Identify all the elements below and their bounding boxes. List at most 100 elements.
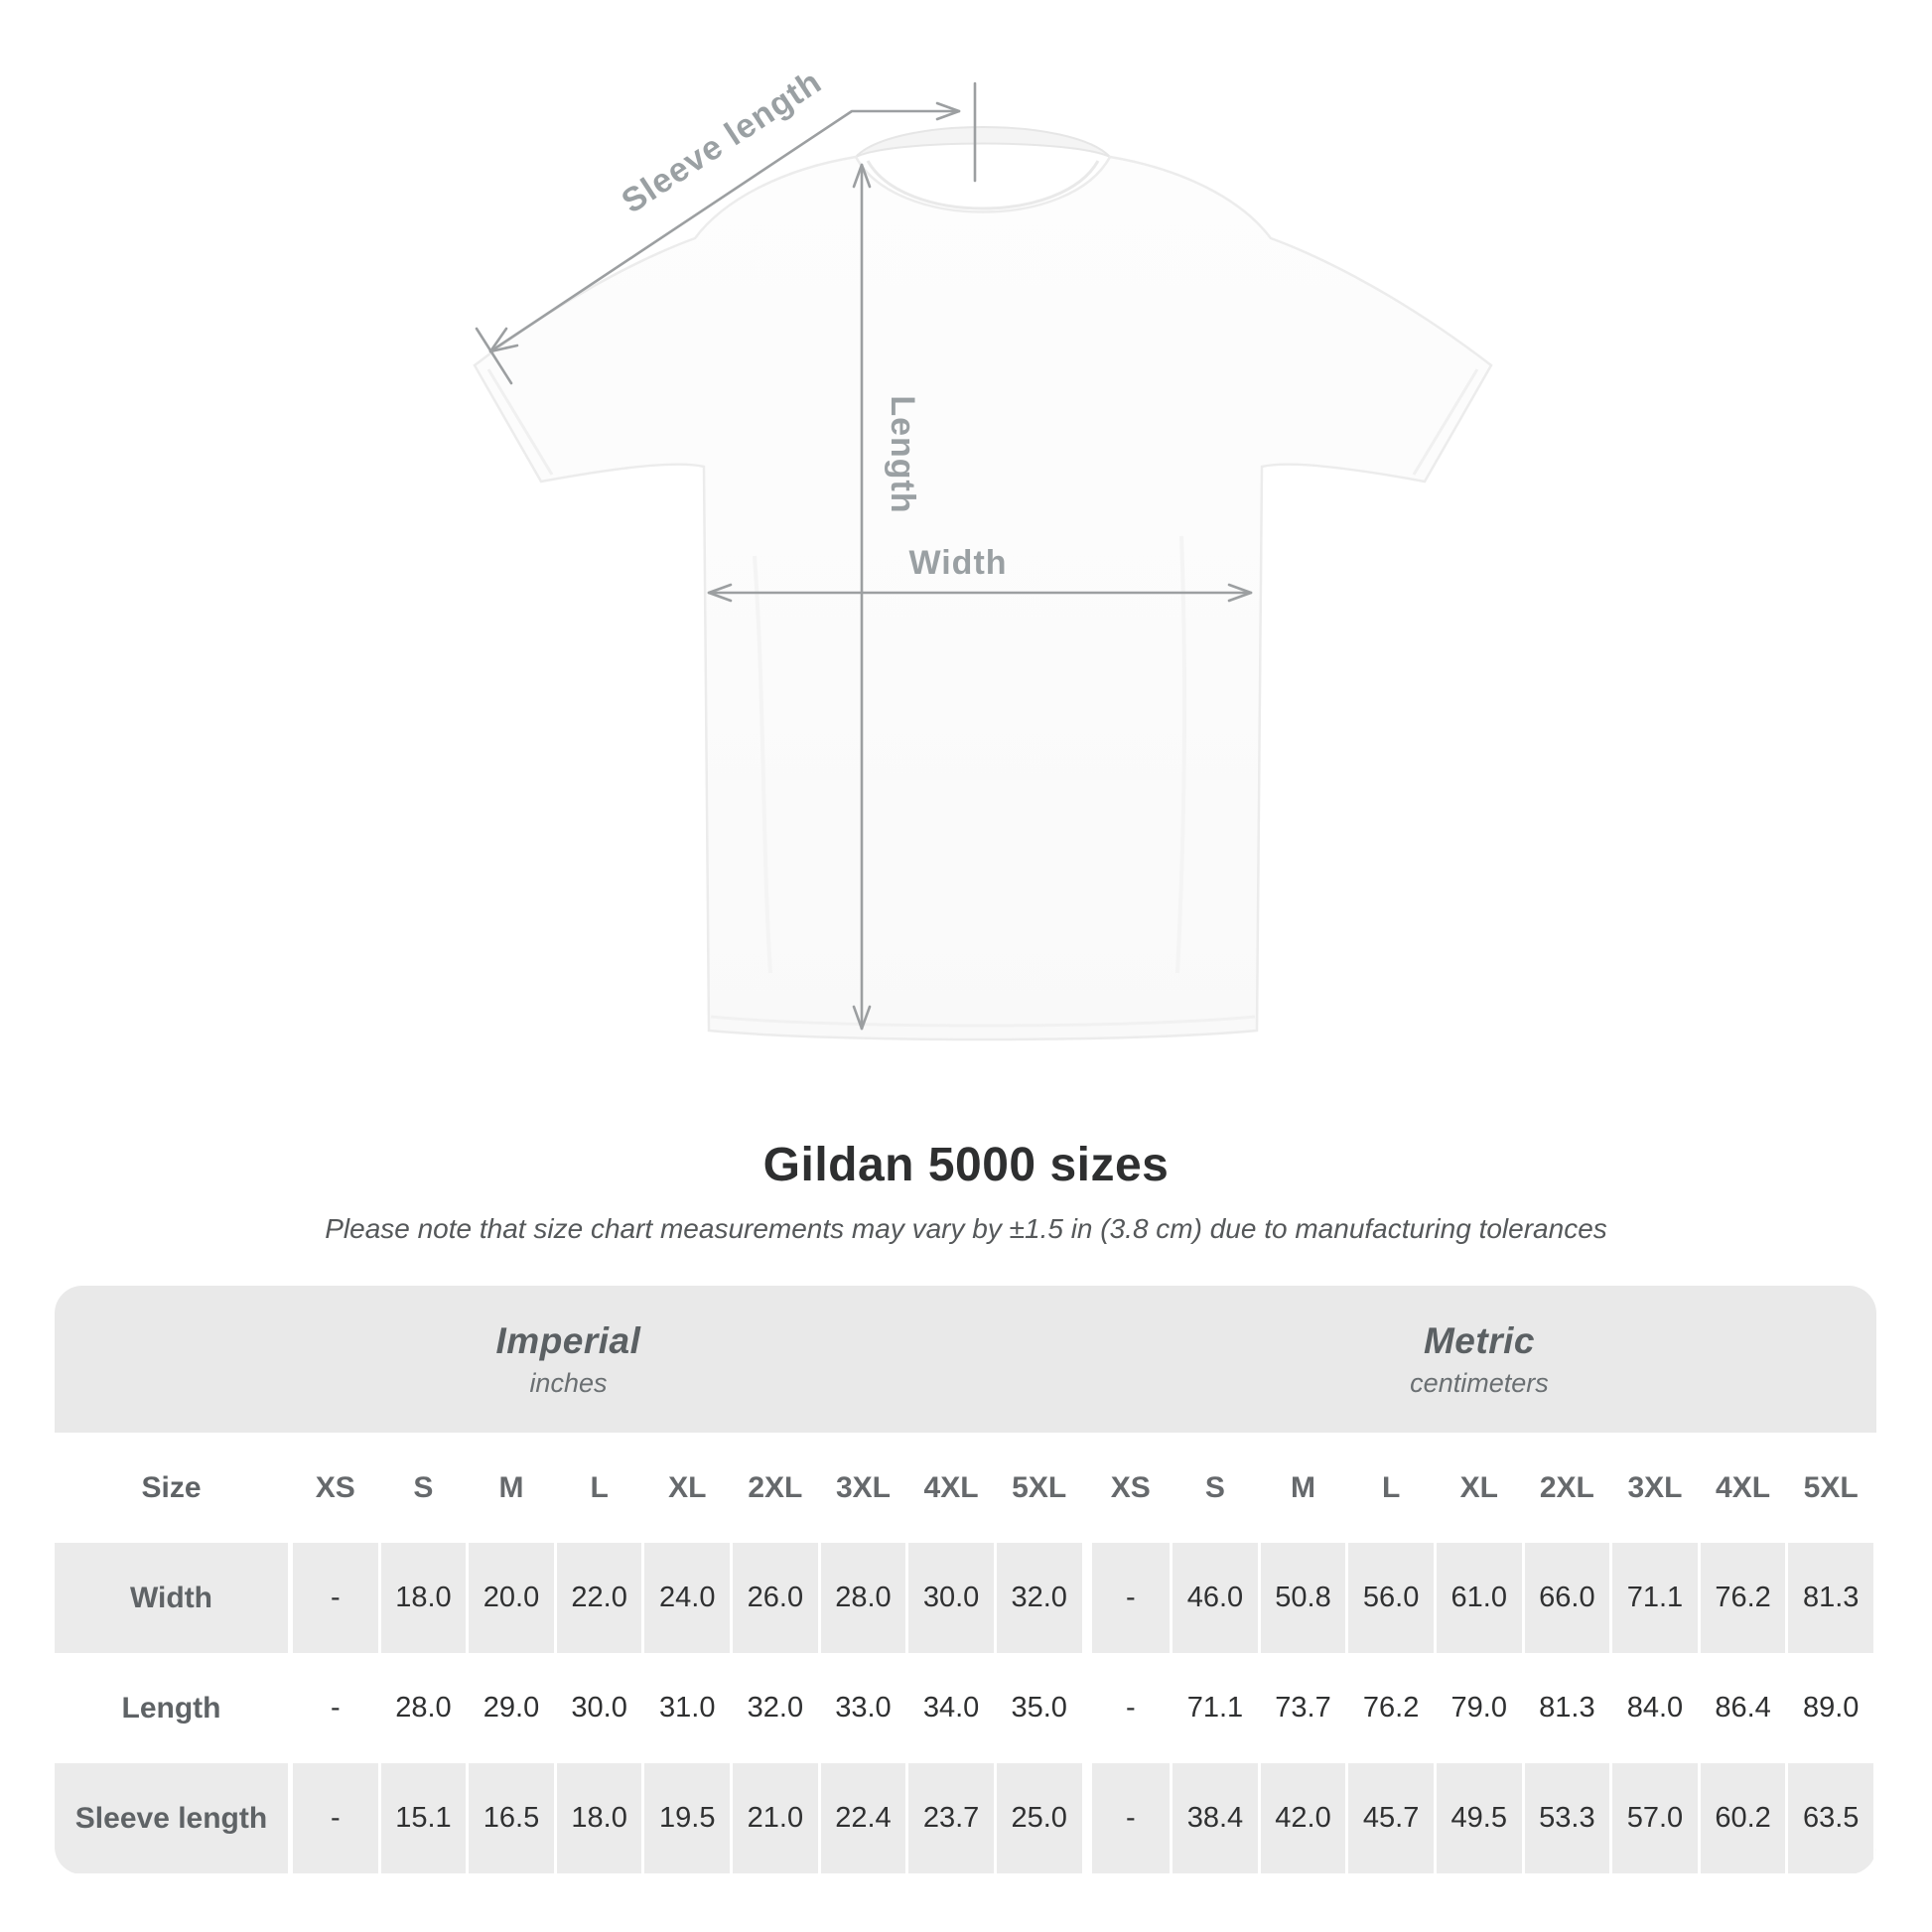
cell-metric-sleeve-length-3XL: 57.0: [1612, 1763, 1701, 1873]
cell-imperial-sleeve-length-M: 16.5: [469, 1763, 557, 1873]
size-header-metric-XL: XL: [1436, 1433, 1525, 1543]
metric-unit-label: centimeters: [1410, 1367, 1549, 1398]
cell-imperial-sleeve-length-L: 18.0: [556, 1763, 645, 1873]
size-header-imperial-M: M: [469, 1433, 557, 1543]
size-header-metric-3XL: 3XL: [1612, 1433, 1701, 1543]
unit-header-band: Imperial inches Metric centimeters: [55, 1286, 1876, 1433]
cell-imperial-length-M: 29.0: [469, 1653, 557, 1763]
imperial-unit-label: inches: [529, 1367, 608, 1398]
cell-metric-length-4XL: 86.4: [1700, 1653, 1789, 1763]
cell-imperial-width-2XL: 26.0: [733, 1543, 821, 1653]
collar-back: [855, 126, 1111, 158]
sleeve-tip-tick: [475, 327, 513, 385]
tshirt-graphic: [473, 126, 1493, 1041]
cell-imperial-width-M: 20.0: [469, 1543, 557, 1653]
size-header-metric-5XL: 5XL: [1788, 1433, 1876, 1543]
size-header-metric-L: L: [1348, 1433, 1437, 1543]
cell-imperial-width-5XL: 32.0: [996, 1543, 1085, 1653]
tshirt-measurement-diagram: Sleeve length Length Width: [473, 63, 1493, 1041]
cell-imperial-sleeve-length-XS: -: [293, 1763, 381, 1873]
metric-header-group: Metric centimeters: [1082, 1286, 1876, 1433]
cell-imperial-length-XL: 31.0: [644, 1653, 734, 1763]
cell-metric-length-XS: -: [1084, 1653, 1173, 1763]
page-title: Gildan 5000 sizes: [762, 1139, 1170, 1191]
cell-metric-sleeve-length-5XL: 63.5: [1788, 1763, 1876, 1873]
cell-imperial-sleeve-length-3XL: 22.4: [820, 1763, 909, 1873]
row-label: Sleeve length: [55, 1763, 293, 1873]
cell-imperial-length-L: 30.0: [556, 1653, 645, 1763]
cell-metric-sleeve-length-4XL: 60.2: [1700, 1763, 1789, 1873]
size-column-header: Size: [55, 1433, 293, 1543]
cell-imperial-width-L: 22.0: [556, 1543, 645, 1653]
cell-imperial-length-2XL: 32.0: [733, 1653, 821, 1763]
size-header-metric-S: S: [1173, 1433, 1261, 1543]
cell-imperial-width-4XL: 30.0: [908, 1543, 997, 1653]
cell-metric-sleeve-length-XS: -: [1084, 1763, 1173, 1873]
arrowhead-down: [852, 1005, 872, 1031]
length-measure: Length: [852, 163, 921, 1031]
cell-metric-sleeve-length-S: 38.4: [1173, 1763, 1261, 1873]
sleeve-seams: [486, 368, 1479, 476]
tshirt-diagram-svg: Sleeve length Length Width: [473, 63, 1493, 1041]
cell-imperial-length-4XL: 34.0: [908, 1653, 997, 1763]
cell-imperial-width-XS: -: [293, 1543, 381, 1653]
cell-imperial-sleeve-length-S: 15.1: [380, 1763, 470, 1873]
width-measure: Width: [707, 544, 1253, 603]
size-header-metric-2XL: 2XL: [1524, 1433, 1613, 1543]
cell-metric-width-XL: 61.0: [1436, 1543, 1525, 1653]
cell-imperial-sleeve-length-4XL: 23.7: [908, 1763, 997, 1873]
imperial-header-group: Imperial inches: [55, 1286, 1082, 1433]
cell-imperial-sleeve-length-5XL: 25.0: [996, 1763, 1085, 1873]
arrowhead-right: [1227, 583, 1253, 603]
size-header-imperial-4XL: 4XL: [908, 1433, 997, 1543]
cell-metric-width-5XL: 81.3: [1788, 1543, 1876, 1653]
size-header-metric-XS: XS: [1084, 1433, 1173, 1543]
hem-seam: [710, 1015, 1256, 1028]
size-header-metric-4XL: 4XL: [1700, 1433, 1789, 1543]
cell-metric-width-3XL: 71.1: [1612, 1543, 1701, 1653]
cell-metric-width-L: 56.0: [1348, 1543, 1437, 1653]
size-header-imperial-L: L: [556, 1433, 645, 1543]
length-label: Length: [884, 395, 921, 513]
metric-header: Metric: [1423, 1319, 1535, 1361]
row-label: Length: [55, 1653, 293, 1763]
cell-imperial-length-5XL: 35.0: [996, 1653, 1085, 1763]
size-header-imperial-5XL: 5XL: [996, 1433, 1085, 1543]
arrowhead-collar-end: [935, 101, 961, 121]
row-label: Width: [55, 1543, 293, 1653]
cell-metric-length-3XL: 84.0: [1612, 1653, 1701, 1763]
cell-imperial-length-3XL: 33.0: [820, 1653, 909, 1763]
cell-imperial-width-3XL: 28.0: [820, 1543, 909, 1653]
cell-imperial-length-XS: -: [293, 1653, 381, 1763]
size-header-imperial-S: S: [380, 1433, 470, 1543]
cell-metric-length-L: 76.2: [1348, 1653, 1437, 1763]
size-table-grid: Size XS S M L XL 2XL 3XL 4XL 5XL XS S M L XL 2XL 3XL 4XL 5…: [55, 1433, 1876, 1873]
cell-imperial-sleeve-length-2XL: 21.0: [733, 1763, 821, 1873]
cell-metric-width-2XL: 66.0: [1524, 1543, 1613, 1653]
width-label: Width: [908, 544, 1007, 582]
cell-metric-width-XS: -: [1084, 1543, 1173, 1653]
cell-metric-width-4XL: 76.2: [1700, 1543, 1789, 1653]
arrowhead-up: [852, 163, 872, 189]
cell-metric-length-5XL: 89.0: [1788, 1653, 1876, 1763]
cell-metric-length-M: 73.7: [1260, 1653, 1349, 1763]
cell-metric-sleeve-length-2XL: 53.3: [1524, 1763, 1613, 1873]
cell-metric-sleeve-length-L: 45.7: [1348, 1763, 1437, 1873]
size-header-imperial-XS: XS: [293, 1433, 381, 1543]
size-header-imperial-2XL: 2XL: [733, 1433, 821, 1543]
collar-ribbing: [866, 160, 1100, 210]
cell-imperial-length-S: 28.0: [380, 1653, 470, 1763]
cell-metric-width-S: 46.0: [1173, 1543, 1261, 1653]
fabric-folds: [753, 535, 1186, 974]
tshirt-outline: [473, 155, 1493, 1041]
cell-metric-length-S: 71.1: [1173, 1653, 1261, 1763]
tolerance-note: Please note that size chart measurements…: [325, 1213, 1607, 1244]
cell-metric-sleeve-length-M: 42.0: [1260, 1763, 1349, 1873]
arrowhead-left: [707, 583, 733, 603]
imperial-header: Imperial: [495, 1319, 641, 1361]
cell-imperial-width-XL: 24.0: [644, 1543, 734, 1653]
size-chart-table: Imperial inches Metric centimeters Size X…: [55, 1286, 1876, 1874]
cell-metric-sleeve-length-XL: 49.5: [1436, 1763, 1525, 1873]
cell-imperial-width-S: 18.0: [380, 1543, 470, 1653]
cell-imperial-sleeve-length-XL: 19.5: [644, 1763, 734, 1873]
